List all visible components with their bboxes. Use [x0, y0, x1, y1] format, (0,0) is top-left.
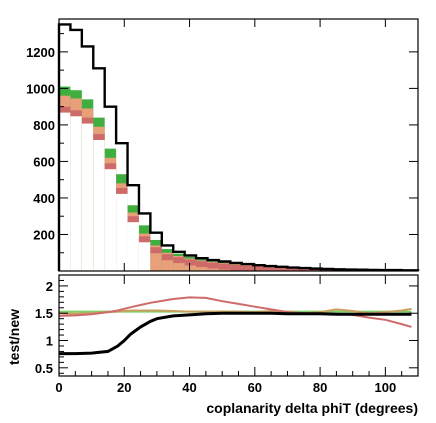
- rose-band-bar: [161, 254, 174, 261]
- bar-interior: [116, 193, 128, 271]
- salmon-band-bar: [173, 256, 185, 271]
- ratio-line: [59, 311, 412, 356]
- y-tick-label-upper: 200: [33, 227, 55, 242]
- rose-band-bar: [138, 236, 151, 243]
- rose-band-bar: [93, 134, 105, 141]
- x-tick-label: 80: [313, 380, 327, 395]
- bar-interior: [127, 222, 139, 271]
- bar-interior: [59, 112, 71, 271]
- rose-band-bar: [264, 267, 277, 271]
- rose-band-bar: [287, 268, 299, 271]
- rose-band-bar: [253, 266, 265, 271]
- lower-frame: [58, 274, 419, 377]
- y-tick-label-lower: 1.5: [35, 306, 53, 321]
- y-tick-label-lower: 2: [46, 279, 53, 294]
- ratio-line: [58, 307, 412, 315]
- y-tick-label-upper: 1000: [26, 81, 55, 96]
- lower-panel: 0.511.520 20 40 60 80 100: [35, 274, 419, 395]
- upper-panel: 200 400 600 800 1000 1200: [26, 18, 420, 272]
- y-tick-label-upper: 800: [33, 118, 55, 133]
- rose-band-bar: [127, 216, 139, 223]
- rose-band-bar: [184, 259, 197, 266]
- y-tick-label-upper: 400: [33, 191, 55, 206]
- rose-band-bar: [230, 264, 242, 271]
- rose-band-bar: [298, 268, 311, 271]
- x-tick-label: 100: [375, 380, 397, 395]
- y-tick-label-upper: 600: [33, 154, 55, 169]
- rose-band-bar: [70, 110, 82, 117]
- x-tick-label: 40: [182, 380, 196, 395]
- rose-band-bar: [276, 267, 288, 271]
- rose-band-bar: [173, 257, 185, 264]
- rose-band-bar: [310, 269, 322, 271]
- rose-band-bar: [59, 106, 71, 113]
- bar-interior: [104, 169, 117, 271]
- rose-band-bar: [241, 265, 254, 271]
- rose-band-bar: [81, 117, 94, 124]
- y-axis-label-lower: test/new: [6, 309, 22, 365]
- bar-interior: [93, 140, 105, 271]
- bar-interior: [81, 123, 94, 271]
- x-tick-label: 60: [248, 380, 262, 395]
- rose-band-bar: [116, 187, 128, 194]
- bar-interior: [70, 116, 82, 271]
- salmon-band-bar: [161, 252, 174, 271]
- rose-band-bar: [218, 263, 231, 270]
- black-histogram-outline: [57, 23, 420, 272]
- x-tick-label: 0: [55, 380, 62, 395]
- rose-band-bar: [207, 262, 219, 269]
- upper-frame: [58, 18, 419, 272]
- y-tick-label-upper: 1200: [26, 45, 55, 60]
- rose-band-bar: [196, 261, 208, 268]
- x-tick-label: 20: [117, 380, 131, 395]
- salmon-band-bar: [150, 245, 162, 271]
- rose-band-bar: [150, 247, 162, 254]
- x-axis-label: coplanarity delta phiT (degrees): [206, 400, 418, 416]
- y-tick-label-lower: 1: [46, 334, 53, 349]
- bar-interior: [138, 242, 151, 271]
- rose-band-bar: [104, 163, 117, 170]
- y-tick-label-lower: 0.5: [35, 361, 53, 376]
